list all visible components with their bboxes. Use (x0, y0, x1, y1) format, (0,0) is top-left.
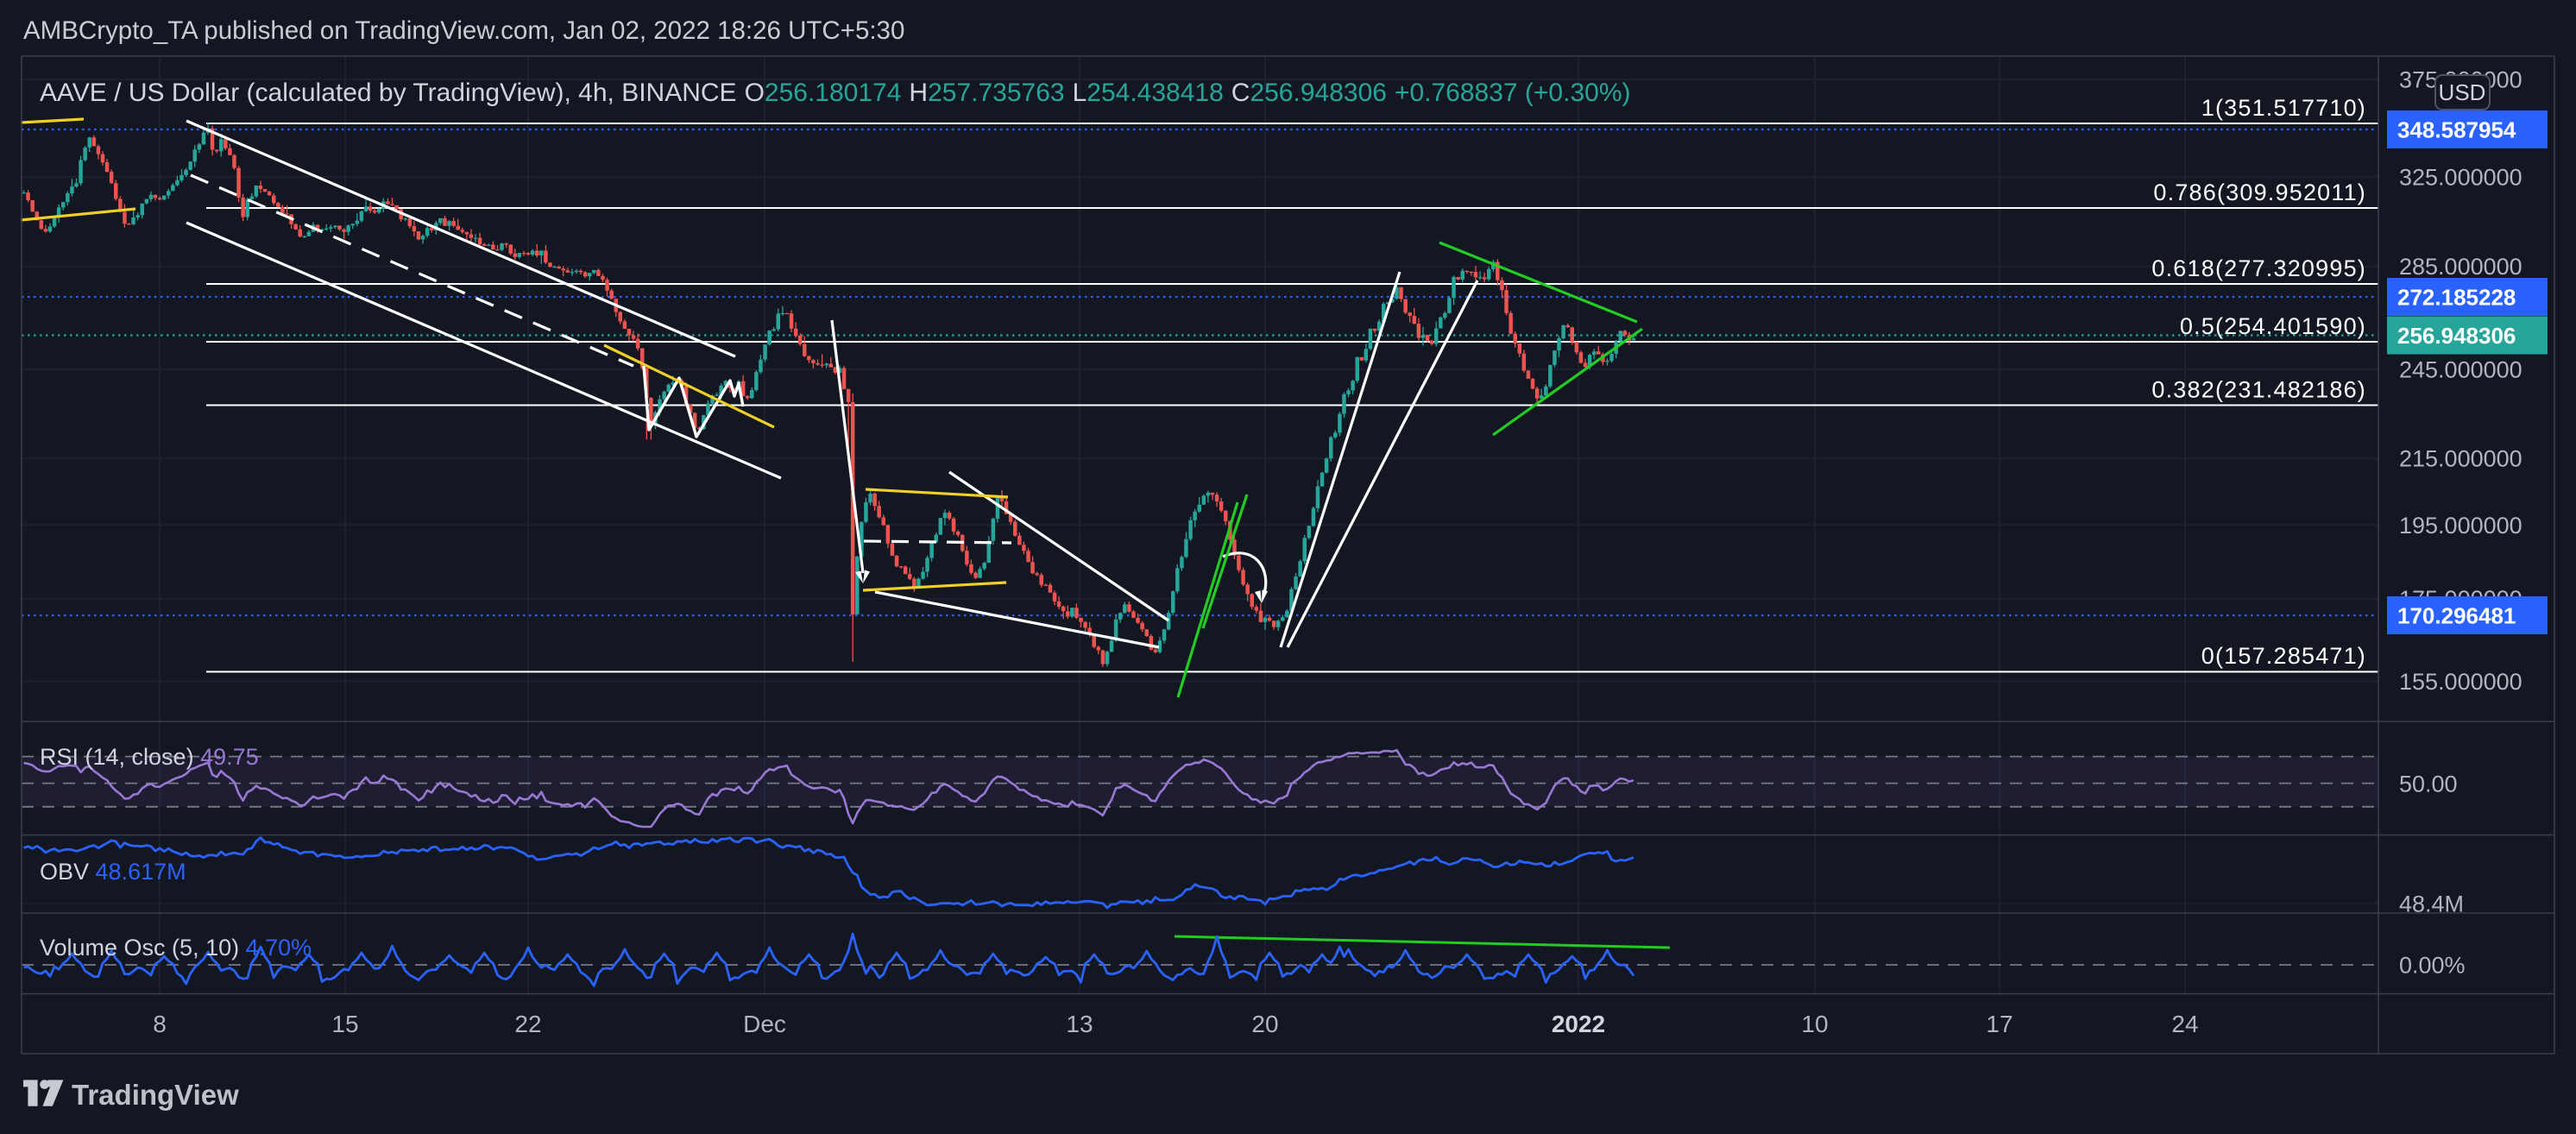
svg-text:215.000000: 215.000000 (2399, 446, 2522, 472)
svg-text:USD: USD (2439, 79, 2486, 105)
svg-text:Dec: Dec (743, 1011, 786, 1037)
svg-text:2022: 2022 (1552, 1011, 1605, 1037)
svg-text:0.618(277.320995): 0.618(277.320995) (2151, 255, 2366, 281)
svg-text:AAVE / US Dollar (calculated b: AAVE / US Dollar (calculated by TradingV… (40, 79, 1630, 107)
svg-text:15: 15 (331, 1011, 358, 1037)
svg-text:245.000000: 245.000000 (2399, 357, 2522, 383)
svg-text:0.786(309.952011): 0.786(309.952011) (2153, 180, 2366, 205)
svg-text:8: 8 (153, 1011, 167, 1037)
svg-text:0.5(254.401590): 0.5(254.401590) (2180, 313, 2366, 339)
svg-text:Volume Osc (5, 10) 4.70%: Volume Osc (5, 10) 4.70% (40, 935, 312, 961)
svg-text:195.000000: 195.000000 (2399, 513, 2522, 539)
svg-text:AMBCrypto_TA published on Trad: AMBCrypto_TA published on TradingView.co… (23, 16, 904, 45)
svg-text:325.000000: 325.000000 (2399, 164, 2522, 190)
svg-text:48.4M: 48.4M (2399, 891, 2464, 917)
svg-text:22: 22 (514, 1011, 541, 1037)
svg-text:24: 24 (2171, 1011, 2198, 1037)
svg-text:RSI (14, close) 49.75: RSI (14, close) 49.75 (40, 744, 259, 770)
svg-text:OBV 48.617M: OBV 48.617M (40, 859, 186, 885)
svg-text:170.296481: 170.296481 (2397, 603, 2516, 629)
svg-text:272.185228: 272.185228 (2397, 285, 2516, 311)
svg-text:285.000000: 285.000000 (2399, 254, 2522, 280)
svg-text:20: 20 (1251, 1011, 1278, 1037)
svg-text:17: 17 (1986, 1011, 2012, 1037)
svg-text:TradingView: TradingView (72, 1079, 239, 1111)
svg-text:0(157.285471): 0(157.285471) (2201, 643, 2366, 669)
svg-text:256.948306: 256.948306 (2397, 323, 2516, 349)
svg-text:155.000000: 155.000000 (2399, 669, 2522, 695)
svg-text:0.382(231.482186): 0.382(231.482186) (2151, 377, 2366, 403)
svg-text:1(351.517710): 1(351.517710) (2201, 95, 2366, 121)
svg-text:50.00: 50.00 (2399, 772, 2458, 797)
svg-text:348.587954: 348.587954 (2397, 117, 2516, 143)
svg-text:13: 13 (1066, 1011, 1093, 1037)
svg-text:10: 10 (1801, 1011, 1828, 1037)
svg-text:0.00%: 0.00% (2399, 953, 2466, 979)
